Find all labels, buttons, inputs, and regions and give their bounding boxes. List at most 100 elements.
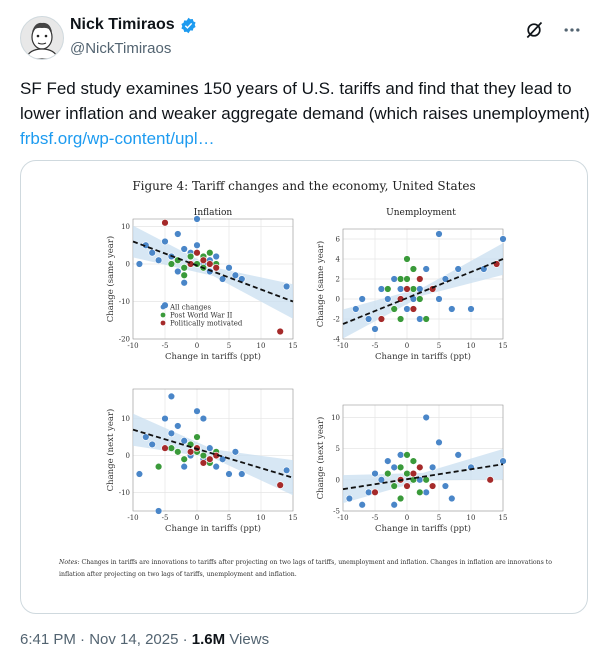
legend-label: Post World War II: [170, 311, 233, 319]
avatar[interactable]: [20, 16, 64, 60]
data-point-postwar: [403, 255, 411, 263]
data-point-all: [371, 469, 379, 478]
data-point-all: [377, 476, 386, 484]
views-count: 1.6M: [191, 631, 226, 648]
data-point-all: [212, 462, 220, 471]
data-point-postwar: [390, 482, 398, 490]
y-tick-label: 0: [126, 261, 130, 269]
data-point-all: [428, 463, 437, 472]
data-point-postwar: [186, 252, 195, 261]
y-tick-label: 4: [336, 256, 341, 264]
data-point-postwar: [390, 305, 398, 313]
y-tick-label: 10: [121, 415, 130, 423]
y-tick-label: -4: [333, 336, 340, 344]
data-point-all: [422, 413, 430, 422]
author-name[interactable]: Nick Timiraos: [70, 16, 175, 33]
grok-icon[interactable]: [524, 20, 544, 40]
data-point-political: [161, 444, 169, 452]
data-point-all: [231, 271, 240, 279]
legend-label: Politically motivated: [170, 319, 243, 327]
data-point-postwar: [384, 469, 392, 478]
legend-marker: [160, 312, 166, 318]
data-point-all: [135, 470, 144, 478]
meta-separator: ·: [182, 631, 188, 648]
data-point-all: [161, 414, 169, 423]
x-tick-label: 15: [289, 514, 298, 522]
data-point-postwar: [174, 448, 182, 456]
y-axis-label: Change (same year): [105, 236, 116, 323]
legend-marker: [160, 320, 166, 326]
tweet-time[interactable]: 6:41 PM: [20, 631, 76, 648]
data-point-postwar: [154, 462, 163, 471]
data-point-all: [403, 305, 411, 313]
fit-line: [132, 428, 294, 479]
x-tick-label: 15: [499, 342, 508, 350]
data-point-political: [193, 249, 201, 257]
y-tick-label: 10: [121, 223, 130, 231]
x-tick-label: 10: [467, 342, 476, 350]
data-point-all: [193, 241, 201, 249]
tweet-link[interactable]: frbsf.org/wp-content/upl…: [20, 129, 215, 148]
data-point-postwar: [409, 265, 418, 273]
note-label: Notes:: [59, 559, 80, 566]
tweet-date[interactable]: Nov 14, 2025: [89, 631, 179, 648]
data-point-all: [441, 482, 450, 490]
data-point-political: [409, 305, 418, 313]
more-options-icon[interactable]: [562, 20, 582, 40]
data-point-all: [364, 488, 373, 496]
data-point-all: [282, 466, 291, 475]
tweet-text: SF Fed study examines 150 years of U.S. …: [20, 76, 590, 151]
data-point-postwar: [403, 275, 411, 283]
data-point-all: [225, 264, 233, 272]
x-tick-label: -10: [337, 514, 348, 522]
x-tick-label: 10: [257, 514, 266, 522]
y-tick-label: -2: [333, 316, 340, 324]
fit-line: [342, 258, 504, 325]
x-tick-label: -10: [337, 342, 348, 350]
data-point-postwar: [396, 275, 405, 283]
data-point-political: [371, 488, 379, 496]
data-point-postwar: [180, 271, 188, 279]
y-tick-label: -20: [119, 336, 130, 344]
avatar-portrait-icon: [21, 17, 63, 59]
data-point-all: [396, 285, 405, 293]
data-point-all: [154, 256, 163, 264]
author-name-row[interactable]: Nick Timiraos: [70, 16, 197, 34]
tweet-image[interactable]: Figure 4: Tariff changes and the economy…: [20, 160, 588, 614]
figure-title: Figure 4: Tariff changes and the economy…: [132, 179, 476, 193]
data-point-all: [135, 260, 144, 268]
data-point-all: [199, 414, 208, 423]
data-point-all: [148, 249, 156, 257]
y-tick-label: 0: [126, 452, 130, 460]
y-axis-label: Change (next year): [315, 417, 326, 500]
data-point-political: [199, 459, 208, 467]
data-point-political: [416, 463, 424, 472]
data-point-all: [435, 438, 443, 447]
data-point-all: [499, 457, 507, 465]
data-point-political: [199, 256, 208, 264]
data-point-all: [180, 437, 188, 445]
data-point-political: [416, 275, 424, 283]
data-point-all: [467, 305, 475, 313]
data-point-all: [154, 507, 163, 515]
data-point-all: [352, 305, 360, 313]
data-point-all: [364, 315, 373, 323]
x-tick-label: 5: [437, 342, 441, 350]
x-tick-label: -5: [372, 342, 379, 350]
data-point-all: [238, 470, 246, 478]
legend-marker: [160, 304, 166, 310]
data-point-political: [161, 219, 169, 227]
data-point-all: [435, 295, 443, 303]
author-handle[interactable]: @NickTimiraos: [70, 40, 172, 57]
data-point-postwar: [396, 494, 405, 503]
x-tick-label: 5: [227, 514, 231, 522]
data-point-postwar: [167, 260, 176, 268]
data-point-postwar: [174, 256, 182, 264]
data-point-postwar: [416, 295, 424, 303]
data-point-postwar: [199, 451, 208, 460]
y-tick-label: 0: [336, 476, 340, 484]
x-tick-label: -5: [162, 342, 169, 350]
data-point-all: [435, 230, 443, 238]
x-axis-label: Change in tariffs (ppt): [375, 351, 471, 362]
